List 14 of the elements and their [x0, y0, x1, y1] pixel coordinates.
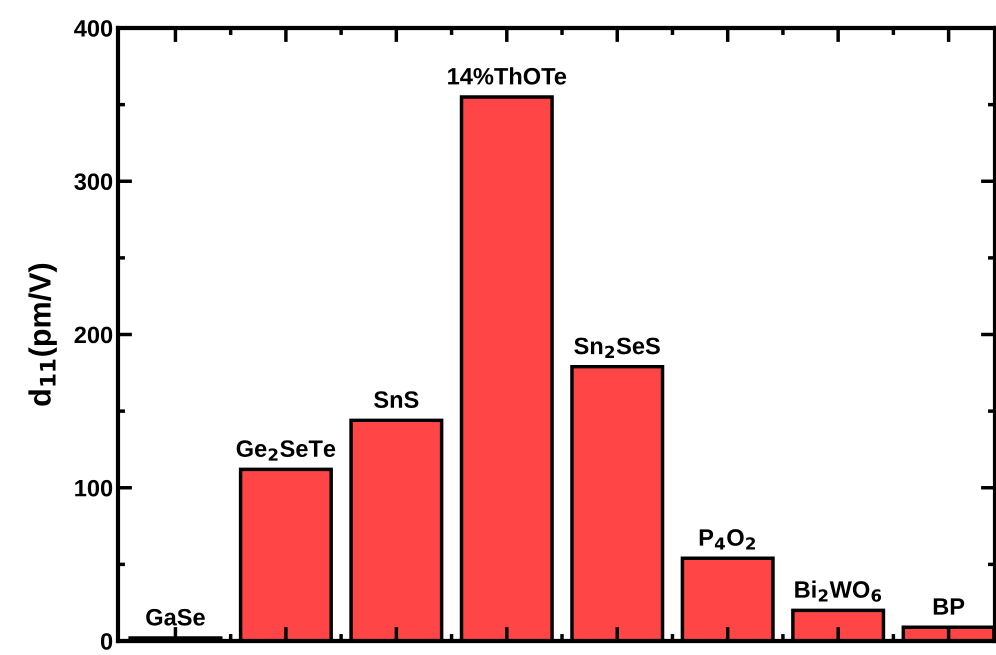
y-tick-label: 0 — [100, 633, 112, 650]
x-tick-label: BP — [934, 598, 964, 615]
y-tick-label: 200 — [74, 326, 112, 344]
x-tick-label: GaSe — [146, 608, 205, 626]
x-tick-label: P$_{4}$O$_{2}$ — [700, 529, 755, 550]
y-tick-label: 300 — [74, 173, 112, 190]
x-tick-label: 14%ThOTe — [448, 67, 566, 85]
x-tick-label: SnS — [374, 391, 418, 408]
x-tick-label: Bi$_{2}$WO$_{6}$ — [795, 580, 882, 602]
y-axis-title: d$_{11}$(pm/V) — [28, 264, 57, 406]
x-tick-label: Ge$_{2}$SeTe — [236, 440, 336, 461]
y-tick-label: 400 — [74, 20, 112, 37]
x-tick-label: Sn$_{2}$SeS — [574, 338, 660, 358]
y-tick-label: 100 — [75, 480, 112, 497]
